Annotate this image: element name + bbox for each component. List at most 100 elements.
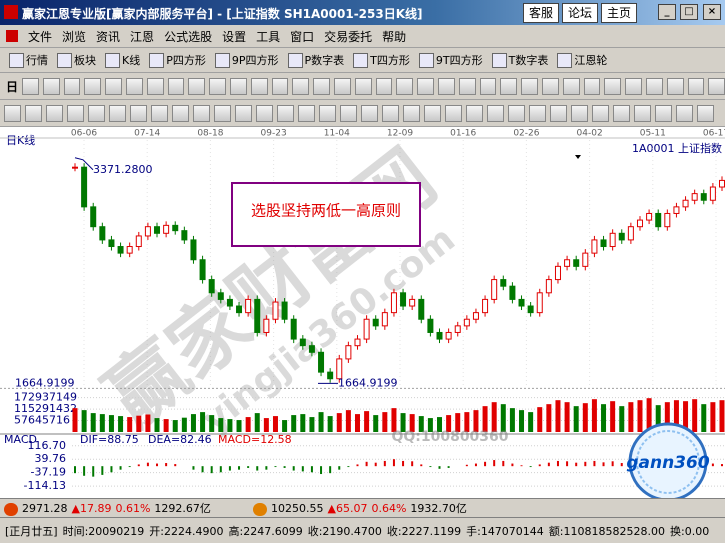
tool-icon[interactable] bbox=[4, 104, 21, 122]
tool-icon[interactable] bbox=[500, 77, 518, 95]
forum-button[interactable]: 论坛 bbox=[562, 3, 599, 23]
tool-icon[interactable] bbox=[375, 77, 393, 95]
minimize-button[interactable]: _ bbox=[658, 4, 676, 20]
tool-icon[interactable] bbox=[437, 77, 455, 95]
tool-icon[interactable] bbox=[229, 77, 247, 95]
tool-icon[interactable] bbox=[333, 77, 351, 95]
tool-icon[interactable] bbox=[271, 77, 289, 95]
tool-icon[interactable] bbox=[235, 104, 252, 122]
tool-icon[interactable] bbox=[645, 77, 663, 95]
tool-icon[interactable] bbox=[666, 77, 684, 95]
maximize-button[interactable]: □ bbox=[680, 4, 698, 20]
tool-icon[interactable] bbox=[487, 104, 504, 122]
menu-item[interactable]: 资讯 bbox=[96, 29, 121, 44]
tool-icon[interactable] bbox=[298, 104, 315, 122]
tool-icon[interactable] bbox=[687, 77, 705, 95]
menu-item[interactable]: 文件 bbox=[28, 29, 53, 44]
close-button[interactable]: × bbox=[703, 4, 721, 20]
tool-icon[interactable] bbox=[46, 104, 63, 122]
tool-icon[interactable] bbox=[445, 104, 462, 122]
tool-icon[interactable] bbox=[613, 104, 630, 122]
menu-item[interactable]: 公式选股 bbox=[164, 29, 213, 44]
tool-icon[interactable] bbox=[105, 77, 122, 95]
logo-ring bbox=[636, 430, 700, 494]
tool-icon[interactable] bbox=[583, 77, 601, 95]
tool-icon[interactable] bbox=[382, 104, 399, 122]
tool-icon[interactable] bbox=[403, 104, 420, 122]
tool-icon[interactable] bbox=[562, 77, 580, 95]
tool-icon[interactable] bbox=[458, 77, 476, 95]
tool-icon[interactable] bbox=[167, 77, 185, 95]
tool-icon[interactable] bbox=[193, 104, 210, 122]
menu-item[interactable]: 设置 bbox=[222, 29, 247, 44]
service-button[interactable]: 客服 bbox=[523, 3, 560, 23]
tool-icon[interactable] bbox=[67, 104, 84, 122]
tool-icon[interactable] bbox=[63, 77, 81, 95]
tool-icon[interactable] bbox=[592, 104, 609, 122]
menu-item[interactable]: 帮助 bbox=[382, 29, 407, 44]
tool-icon[interactable] bbox=[340, 104, 357, 122]
tool-icon[interactable] bbox=[529, 104, 546, 122]
toolbar-button[interactable]: K线 bbox=[105, 52, 140, 68]
menu-item[interactable]: 浏览 bbox=[62, 29, 87, 44]
tool-icon[interactable] bbox=[604, 77, 622, 95]
tool-icon[interactable] bbox=[676, 104, 693, 122]
tool-icon[interactable] bbox=[25, 104, 42, 122]
tool-icon[interactable] bbox=[550, 104, 567, 122]
tool-icon[interactable] bbox=[250, 77, 268, 95]
toolbar-button[interactable]: T四方形 bbox=[353, 52, 410, 68]
tool-icon[interactable] bbox=[354, 77, 372, 95]
volume-bar bbox=[546, 404, 552, 432]
toolbar-button[interactable]: 9P四方形 bbox=[214, 52, 279, 68]
menu-item[interactable]: 交易委托 bbox=[324, 29, 373, 44]
tool-icon[interactable] bbox=[319, 104, 336, 122]
tool-icon[interactable] bbox=[361, 104, 378, 122]
tool-icon[interactable] bbox=[541, 77, 559, 95]
tool-icon[interactable] bbox=[256, 104, 273, 122]
toolbar-button[interactable]: P数字表 bbox=[287, 52, 344, 68]
tool-icon[interactable] bbox=[508, 104, 525, 122]
toolbar-button[interactable]: 行情 bbox=[9, 52, 48, 68]
tool-icon[interactable] bbox=[126, 77, 143, 95]
tool-icon[interactable] bbox=[697, 104, 714, 122]
menu-item[interactable]: 窗口 bbox=[290, 29, 315, 44]
tool-icon[interactable] bbox=[396, 77, 414, 95]
toolbar-button[interactable]: P四方形 bbox=[149, 52, 206, 68]
tool-icon[interactable] bbox=[424, 104, 441, 122]
tool-icon[interactable] bbox=[655, 104, 672, 122]
tool-icon[interactable] bbox=[109, 104, 126, 122]
tool-icon[interactable] bbox=[417, 77, 434, 95]
volume-bar bbox=[692, 399, 698, 432]
tool-icon[interactable] bbox=[625, 77, 642, 95]
tool-icon[interactable] bbox=[277, 104, 294, 122]
tool-icon[interactable] bbox=[188, 77, 206, 95]
tool-icon[interactable] bbox=[88, 104, 105, 122]
tool-icon[interactable] bbox=[479, 77, 497, 95]
toolbar-button[interactable]: T数字表 bbox=[491, 52, 548, 68]
tool-icon[interactable] bbox=[634, 104, 651, 122]
tool-icon[interactable] bbox=[42, 77, 60, 95]
menu-item[interactable]: 工具 bbox=[256, 29, 281, 44]
tool-icon[interactable] bbox=[214, 104, 231, 122]
candle bbox=[536, 292, 543, 314]
period-select[interactable]: 日 bbox=[6, 79, 19, 94]
tool-icon[interactable] bbox=[146, 77, 164, 95]
macd-bar bbox=[265, 466, 268, 470]
tool-icon[interactable] bbox=[292, 77, 310, 95]
home-button[interactable]: 主页 bbox=[601, 3, 638, 23]
tool-icon[interactable] bbox=[521, 77, 538, 95]
tool-icon[interactable] bbox=[708, 77, 725, 95]
toolbar-button[interactable]: 板块 bbox=[57, 52, 96, 68]
toolbar-button[interactable]: 江恩轮 bbox=[557, 52, 607, 68]
menu-item[interactable]: 江恩 bbox=[130, 29, 155, 44]
tool-icon[interactable] bbox=[22, 77, 39, 95]
tool-icon[interactable] bbox=[151, 104, 168, 122]
tool-icon[interactable] bbox=[172, 104, 189, 122]
tool-icon[interactable] bbox=[130, 104, 147, 122]
toolbar-button[interactable]: 9T四方形 bbox=[418, 52, 483, 68]
tool-icon[interactable] bbox=[313, 77, 330, 95]
tool-icon[interactable] bbox=[84, 77, 102, 95]
tool-icon[interactable] bbox=[571, 104, 588, 122]
tool-icon[interactable] bbox=[209, 77, 226, 95]
tool-icon[interactable] bbox=[466, 104, 483, 122]
